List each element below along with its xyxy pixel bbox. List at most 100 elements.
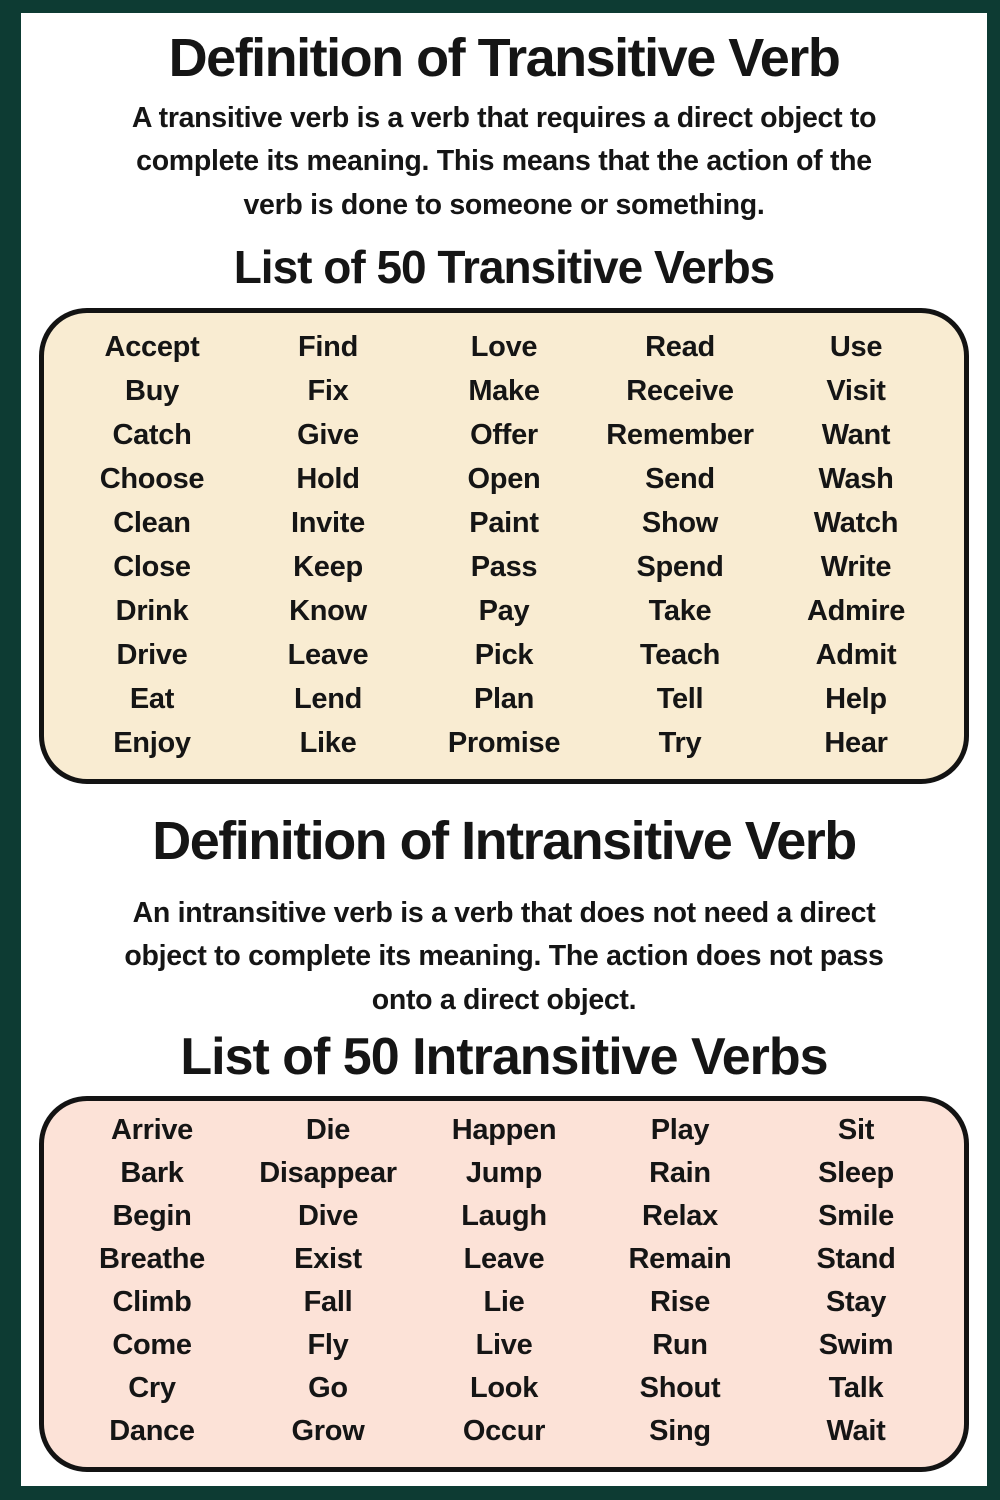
verb-item: Catch <box>112 418 192 451</box>
verb-item: Invite <box>291 506 365 539</box>
verb-item: Use <box>829 330 883 363</box>
verb-item: Buy <box>125 374 179 407</box>
verb-column: Arrive Bark Begin Breathe Climb Come Cry Dance <box>64 1109 240 1453</box>
verb-item: Leave <box>463 1242 545 1275</box>
verb-item: Bark <box>120 1156 184 1189</box>
transitive-definition-text: A transitive verb is a verb that require… <box>131 102 877 221</box>
verb-item: Rain <box>649 1156 711 1189</box>
verb-item: Plan <box>473 682 535 715</box>
verb-item: Grow <box>291 1414 365 1447</box>
verb-column: Sit Sleep Smile Stand Stay Swim Talk Wait <box>768 1109 944 1453</box>
verb-item: Write <box>820 550 892 583</box>
verb-item: Die <box>305 1113 351 1146</box>
verb-item: Send <box>645 462 715 495</box>
verb-item: Wait <box>826 1414 886 1447</box>
verb-item: Teach <box>639 638 721 671</box>
verb-item: Relax <box>642 1199 718 1232</box>
verb-item: Offer <box>470 418 538 451</box>
verb-item: Fall <box>303 1285 353 1318</box>
verb-item: Read <box>645 330 715 363</box>
verb-item: Play <box>650 1113 710 1146</box>
verb-column: Read Receive Remember Send Show Spend Take Teac… <box>592 325 768 765</box>
verb-item: Exist <box>294 1242 362 1275</box>
verb-item: Admit <box>815 638 897 671</box>
verb-item: Sing <box>649 1414 711 1447</box>
verb-item: Climb <box>112 1285 192 1318</box>
verb-item: Dive <box>297 1199 359 1232</box>
verb-item: Occur <box>462 1414 546 1447</box>
verb-column: Love Make Offer Open Paint Pass Pay Pick Plan Pro… <box>416 325 592 765</box>
verb-item: Hold <box>296 462 360 495</box>
verb-item: Love <box>470 330 538 363</box>
verb-item: Pay <box>478 594 530 627</box>
transitive-list-title: List of 50 Transitive Verbs <box>233 241 776 294</box>
verb-item: Close <box>113 550 191 583</box>
verb-item: Receive <box>626 374 734 407</box>
verb-item: Hear <box>824 726 888 759</box>
verb-item: Fly <box>307 1328 349 1361</box>
verb-item: Happen <box>451 1113 557 1146</box>
verb-item: Choose <box>99 462 205 495</box>
verb-item: Admire <box>806 594 906 627</box>
poster-page: Definition of Transitive Verb A transiti… <box>21 13 987 1486</box>
verb-item: Try <box>658 726 702 759</box>
verb-item: Want <box>821 418 891 451</box>
verb-item: Find <box>297 330 358 363</box>
verb-item: Promise <box>447 726 561 759</box>
verb-item: Look <box>469 1371 539 1404</box>
verb-item: Visit <box>826 374 886 407</box>
verb-item: Tell <box>656 682 704 715</box>
verb-item: Go <box>308 1371 348 1404</box>
verb-column: Play Rain Relax Remain Rise Run Shout Sing <box>592 1109 768 1453</box>
verb-item: Drive <box>116 638 188 671</box>
verb-item: Help <box>825 682 887 715</box>
verb-item: Lend <box>293 682 363 715</box>
verb-item: Know <box>289 594 367 627</box>
verb-item: Take <box>648 594 712 627</box>
transitive-definition-title: Definition of Transitive Verb <box>168 28 841 88</box>
verb-item: Disappear <box>259 1156 397 1189</box>
verb-item: Like <box>299 726 357 759</box>
verb-item: Talk <box>828 1371 884 1404</box>
verb-item: Stay <box>825 1285 887 1318</box>
verb-item: Wash <box>818 462 894 495</box>
verb-item: Watch <box>813 506 899 539</box>
verb-item: Cry <box>128 1371 176 1404</box>
verb-item: Laugh <box>461 1199 547 1232</box>
verb-item: Rise <box>649 1285 711 1318</box>
intransitive-verbs-box: Arrive Bark Begin Breathe Climb Come Cry Dance D… <box>39 1095 969 1472</box>
verb-item: Run <box>652 1328 708 1361</box>
verb-item: Keep <box>293 550 363 583</box>
verb-item: Accept <box>104 330 200 363</box>
verb-item: Arrive <box>110 1113 194 1146</box>
verb-item: Remember <box>606 418 754 451</box>
verb-item: Jump <box>465 1156 543 1189</box>
verb-item: Leave <box>287 638 369 671</box>
verb-item: Sleep <box>818 1156 894 1189</box>
verb-item: Dance <box>109 1414 195 1447</box>
intransitive-definition-title: Definition of Intransitive Verb <box>152 810 857 871</box>
verb-item: Paint <box>469 506 539 539</box>
verb-item: Drink <box>115 594 189 627</box>
verb-item: Shout <box>639 1371 721 1404</box>
verb-item: Begin <box>112 1199 192 1232</box>
verb-item: Smile <box>818 1199 894 1232</box>
verb-column: Use Visit Want Wash Watch Write Admire Admit Hel… <box>768 325 944 765</box>
verb-item: Sit <box>837 1113 875 1146</box>
verb-item: Give <box>297 418 359 451</box>
verb-item: Clean <box>113 506 191 539</box>
verb-item: Breathe <box>99 1242 205 1275</box>
verb-item: Come <box>112 1328 192 1361</box>
verb-item: Open <box>467 462 541 495</box>
verb-item: Pass <box>470 550 538 583</box>
verb-item: Live <box>475 1328 533 1361</box>
verb-column: Die Disappear Dive Exist Fall Fly Go Grow <box>240 1109 416 1453</box>
verb-item: Remain <box>628 1242 732 1275</box>
verb-item: Enjoy <box>113 726 191 759</box>
verb-item: Swim <box>818 1328 894 1361</box>
verb-item: Lie <box>483 1285 525 1318</box>
verb-item: Make <box>468 374 540 407</box>
verb-column: Accept Buy Catch Choose Clean Close Drink Drive… <box>64 325 240 765</box>
transitive-verbs-box: Accept Buy Catch Choose Clean Close Drink Drive… <box>39 307 969 784</box>
